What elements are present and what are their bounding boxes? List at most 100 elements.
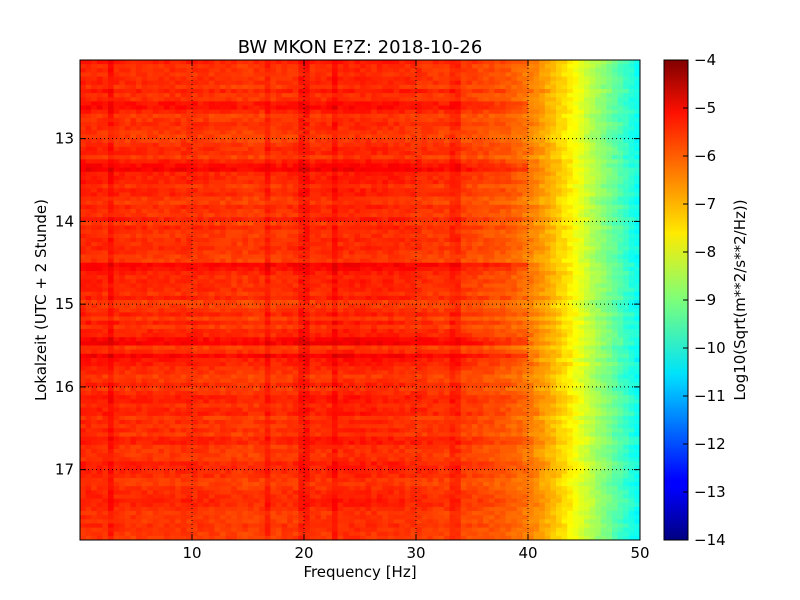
heatmap-cell bbox=[208, 175, 215, 181]
heatmap-cell bbox=[180, 204, 187, 210]
heatmap-cell bbox=[466, 262, 473, 268]
heatmap-cell bbox=[130, 184, 137, 189]
heatmap-cell bbox=[164, 242, 170, 247]
heatmap-cell bbox=[348, 146, 355, 152]
heatmap-cell bbox=[455, 175, 462, 181]
heatmap-cell bbox=[477, 134, 484, 140]
heatmap-cell bbox=[612, 204, 618, 210]
heatmap-cell bbox=[180, 258, 187, 264]
heatmap-cell bbox=[500, 105, 506, 111]
heatmap-cell bbox=[505, 159, 512, 164]
heatmap-cell bbox=[270, 151, 277, 156]
heatmap-cell bbox=[102, 237, 109, 243]
heatmap-cell bbox=[460, 250, 467, 255]
heatmap-cell bbox=[326, 151, 333, 156]
heatmap-cell bbox=[561, 229, 568, 235]
heatmap-cell bbox=[427, 237, 434, 243]
heatmap-cell bbox=[141, 122, 148, 127]
heatmap-cell bbox=[298, 217, 305, 222]
heatmap-cell bbox=[320, 88, 327, 94]
heatmap-cell bbox=[192, 64, 198, 69]
heatmap-cell bbox=[617, 192, 624, 197]
heatmap-cell bbox=[371, 258, 378, 264]
heatmap-cell bbox=[483, 88, 490, 94]
heatmap-cell bbox=[208, 258, 215, 264]
heatmap-cell bbox=[388, 159, 394, 164]
heatmap-cell bbox=[455, 68, 462, 73]
heatmap-cell bbox=[477, 80, 484, 86]
heatmap-cell bbox=[544, 254, 551, 260]
heatmap-cell bbox=[164, 262, 170, 268]
heatmap-cell bbox=[348, 196, 355, 202]
heatmap-cell bbox=[197, 213, 204, 218]
heatmap-cell bbox=[516, 217, 523, 222]
heatmap-cell bbox=[376, 242, 383, 247]
heatmap-cell bbox=[584, 76, 590, 82]
heatmap-cell bbox=[225, 200, 232, 206]
heatmap-cell bbox=[298, 142, 305, 148]
heatmap-cell bbox=[550, 213, 557, 218]
heatmap-cell bbox=[399, 262, 406, 268]
heatmap-cell bbox=[539, 246, 546, 251]
heatmap-cell bbox=[96, 188, 103, 193]
heatmap-cell bbox=[242, 68, 249, 73]
heatmap-cell bbox=[320, 101, 327, 106]
heatmap-cell bbox=[623, 221, 630, 226]
heatmap-cell bbox=[634, 225, 641, 231]
heatmap-cell bbox=[623, 213, 630, 218]
heatmap-cell bbox=[130, 237, 137, 243]
heatmap-cell bbox=[152, 233, 159, 239]
heatmap-cell bbox=[455, 242, 462, 247]
heatmap-cell bbox=[220, 213, 226, 218]
heatmap-cell bbox=[175, 229, 182, 235]
heatmap-cell bbox=[276, 163, 282, 168]
heatmap-cell bbox=[164, 60, 170, 65]
heatmap-cell bbox=[360, 64, 366, 69]
heatmap-cell bbox=[382, 97, 389, 102]
heatmap-cell bbox=[337, 109, 344, 115]
heatmap-cell bbox=[309, 254, 316, 260]
heatmap-cell bbox=[606, 64, 613, 69]
heatmap-cell bbox=[220, 68, 226, 73]
heatmap-cell bbox=[281, 142, 288, 148]
heatmap-cell bbox=[533, 184, 540, 189]
heatmap-cell bbox=[572, 246, 579, 251]
heatmap-cell bbox=[472, 88, 478, 94]
heatmap-cell bbox=[421, 225, 428, 231]
heatmap-cell bbox=[309, 97, 316, 102]
heatmap-cell bbox=[259, 88, 266, 94]
heatmap-cell bbox=[343, 134, 350, 140]
heatmap-cell bbox=[365, 97, 372, 102]
heatmap-cell bbox=[623, 146, 630, 152]
heatmap-cell bbox=[276, 155, 282, 160]
heatmap-cell bbox=[477, 196, 484, 202]
heatmap-cell bbox=[528, 155, 534, 160]
heatmap-cell bbox=[287, 213, 294, 218]
heatmap-cell bbox=[130, 88, 137, 94]
heatmap-cell bbox=[623, 175, 630, 181]
heatmap-cell bbox=[488, 196, 495, 202]
heatmap-cell bbox=[276, 192, 282, 197]
heatmap-cell bbox=[483, 242, 490, 247]
heatmap-cell bbox=[259, 180, 266, 185]
heatmap-cell bbox=[214, 159, 221, 164]
heatmap-cell bbox=[304, 126, 310, 131]
heatmap-cell bbox=[175, 159, 182, 164]
heatmap-cell bbox=[80, 117, 86, 123]
heatmap-cell bbox=[332, 159, 338, 164]
heatmap-cell bbox=[264, 217, 271, 222]
heatmap-cell bbox=[371, 80, 378, 86]
heatmap-cell bbox=[533, 76, 540, 82]
heatmap-cell bbox=[80, 101, 86, 106]
heatmap-cell bbox=[365, 233, 372, 239]
heatmap-cell bbox=[298, 109, 305, 115]
heatmap-cell bbox=[203, 192, 210, 197]
heatmap-cell bbox=[561, 184, 568, 189]
heatmap-cell bbox=[539, 184, 546, 189]
heatmap-cell bbox=[141, 126, 148, 131]
heatmap-cell bbox=[169, 229, 176, 235]
heatmap-cell bbox=[180, 142, 187, 148]
heatmap-cell bbox=[186, 60, 193, 65]
heatmap-cell bbox=[544, 188, 551, 193]
